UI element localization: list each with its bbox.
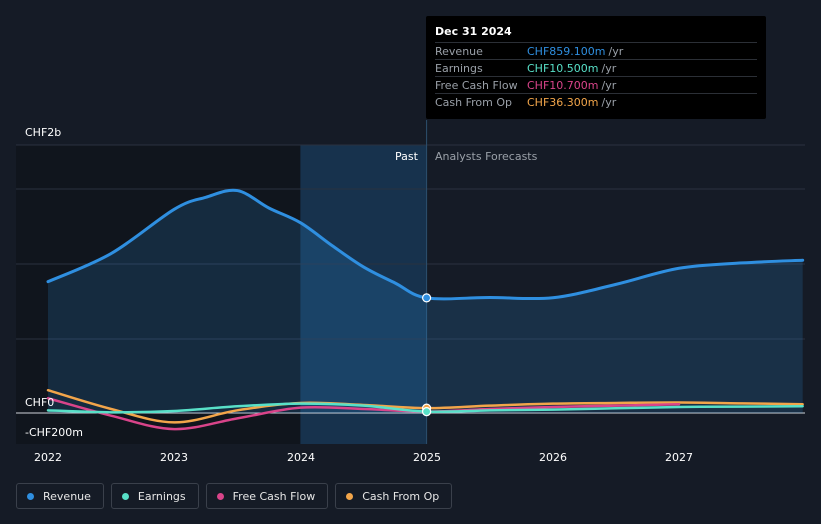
legend-label: Earnings <box>137 489 186 503</box>
y-tick-label-bottom: -CHF200m <box>25 426 83 439</box>
legend: Revenue Earnings Free Cash Flow Cash Fro… <box>16 483 453 511</box>
free-cash-flow-line <box>46 397 681 431</box>
legend-item-free-cash-flow[interactable]: Free Cash Flow <box>205 483 329 509</box>
x-tick-label-2026: 2026 <box>539 451 567 464</box>
tooltip-value: CHF10.700m/yr <box>527 79 617 92</box>
legend-dot-icon <box>216 492 224 500</box>
y-tick-label-zero: CHF0 <box>25 396 55 409</box>
legend-label: Revenue <box>43 489 91 503</box>
legend-item-cash-from-op[interactable]: Cash From Op <box>335 483 453 509</box>
tooltip-row-earnings: Earnings CHF10.500m/yr <box>435 59 757 77</box>
tooltip-row-free-cash-flow: Free Cash Flow CHF10.700m/yr <box>435 76 757 94</box>
legend-item-earnings[interactable]: Earnings <box>110 483 199 509</box>
earnings-marker <box>422 406 432 417</box>
tooltip-name: Earnings <box>435 62 483 75</box>
tooltip-name: Free Cash Flow <box>435 79 518 92</box>
past-label: Past <box>395 150 418 163</box>
tooltip-name: Cash From Op <box>435 96 513 109</box>
forecast-label: Analysts Forecasts <box>435 150 538 163</box>
legend-label: Cash From Op <box>362 489 440 503</box>
tooltip-row-cash-from-op: Cash From Op CHF36.300m/yr <box>435 93 757 111</box>
tooltip-date: Dec 31 2024 <box>435 25 512 38</box>
legend-item-revenue[interactable]: Revenue <box>16 483 104 509</box>
x-tick-label-2024: 2024 <box>287 451 315 464</box>
legend-dot-icon <box>121 492 129 500</box>
tooltip: Dec 31 2024 Revenue CHF859.100m/yr Earni… <box>426 16 766 119</box>
tooltip-row-revenue: Revenue CHF859.100m/yr <box>435 42 757 60</box>
tooltip-value: CHF859.100m/yr <box>527 45 624 58</box>
revenue-line <box>46 188 805 301</box>
legend-label: Free Cash Flow <box>232 489 316 503</box>
legend-dot-icon <box>27 492 34 500</box>
x-tick-label-2023: 2023 <box>160 451 188 464</box>
tooltip-value: CHF10.500m/yr <box>527 62 617 75</box>
legend-dot-icon <box>346 492 354 500</box>
x-tick-label-2027: 2027 <box>665 451 693 464</box>
revenue-marker <box>422 293 432 303</box>
x-tick-label-2025: 2025 <box>413 451 441 464</box>
tooltip-name: Revenue <box>435 45 483 58</box>
x-tick-label-2022: 2022 <box>34 451 62 464</box>
tooltip-value: CHF36.300m/yr <box>527 96 617 109</box>
y-tick-label-top: CHF2b <box>25 126 62 139</box>
highlight-background <box>300 145 427 444</box>
